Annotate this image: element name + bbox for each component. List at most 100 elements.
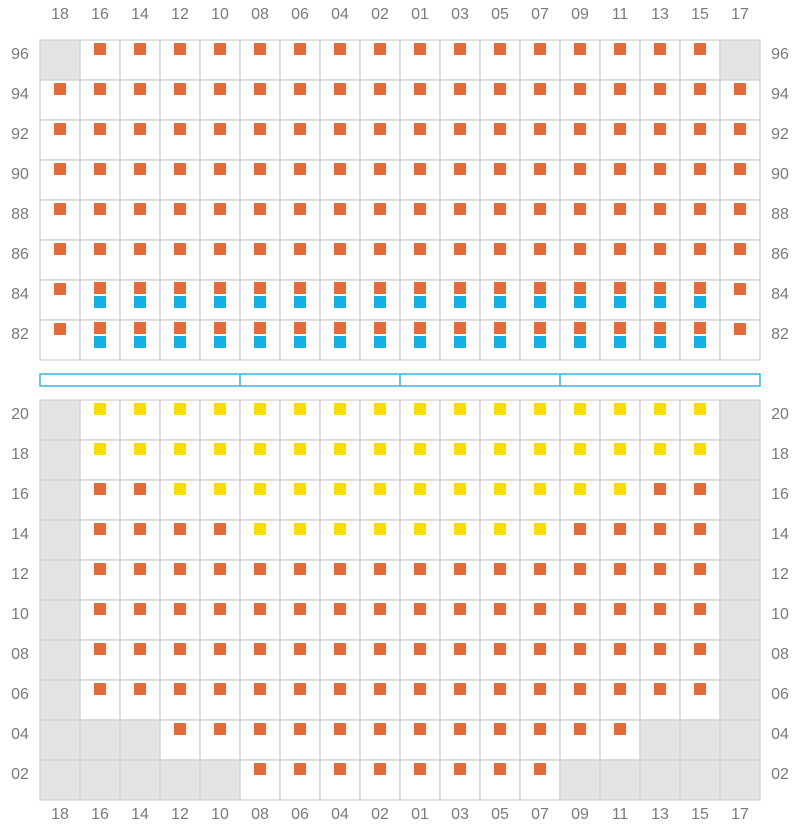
seat-marker (254, 83, 266, 95)
seat-marker (614, 603, 626, 615)
seat-marker (454, 282, 466, 294)
seat-marker (694, 203, 706, 215)
seat-marker (534, 296, 546, 308)
seat-marker (334, 83, 346, 95)
seat-marker (374, 296, 386, 308)
column-label: 03 (451, 6, 469, 23)
seat-marker (414, 723, 426, 735)
column-label: 06 (291, 806, 309, 823)
seat-marker (374, 443, 386, 455)
seat-marker (94, 523, 106, 535)
seat-marker (574, 523, 586, 535)
row-label: 12 (11, 566, 29, 583)
column-label: 01 (411, 6, 429, 23)
seat-marker (534, 443, 546, 455)
seat-marker (454, 243, 466, 255)
seat-marker (254, 243, 266, 255)
seat-marker (614, 523, 626, 535)
seat-cell (39, 599, 81, 641)
seat-marker (94, 443, 106, 455)
column-label: 15 (691, 806, 709, 823)
seat-cell[interactable] (479, 479, 521, 521)
seat-marker (614, 723, 626, 735)
seat-marker (294, 403, 306, 415)
seat-marker (294, 763, 306, 775)
seat-cell[interactable] (639, 679, 681, 721)
seat-marker (414, 563, 426, 575)
seat-marker (414, 603, 426, 615)
seat-marker (174, 203, 186, 215)
seat-marker (734, 323, 746, 335)
seat-marker (414, 43, 426, 55)
seat-marker (374, 123, 386, 135)
seat-cell[interactable] (599, 639, 641, 681)
seat-marker (734, 123, 746, 135)
seat-marker (294, 723, 306, 735)
row-label: 10 (771, 606, 789, 623)
column-label: 08 (251, 6, 269, 23)
seat-cell[interactable] (199, 239, 241, 281)
seat-marker (334, 282, 346, 294)
column-label: 07 (531, 6, 549, 23)
seat-cell[interactable] (119, 479, 161, 521)
seat-cell[interactable] (399, 159, 441, 201)
seat-marker (574, 203, 586, 215)
seat-marker (654, 123, 666, 135)
seat-marker (494, 163, 506, 175)
seat-cell (679, 759, 721, 801)
seat-marker (54, 83, 66, 95)
seat-marker (374, 43, 386, 55)
seat-marker (214, 43, 226, 55)
seat-marker (334, 203, 346, 215)
seat-marker (574, 563, 586, 575)
seat-marker (214, 123, 226, 135)
seat-cell[interactable] (319, 79, 361, 121)
seat-cell[interactable] (679, 559, 721, 601)
seat-marker (94, 322, 106, 334)
seat-cell (719, 639, 761, 681)
seat-marker (414, 763, 426, 775)
seat-marker (134, 523, 146, 535)
row-label: 88 (771, 206, 789, 223)
seat-marker (654, 403, 666, 415)
seat-marker (294, 282, 306, 294)
seat-marker (254, 523, 266, 535)
seat-cell[interactable] (519, 679, 561, 721)
seat-marker (214, 163, 226, 175)
seat-marker (94, 83, 106, 95)
seat-cell (39, 719, 81, 761)
seat-cell (719, 719, 761, 761)
seat-marker (494, 43, 506, 55)
seat-marker (654, 243, 666, 255)
seat-marker (94, 683, 106, 695)
seat-marker (334, 443, 346, 455)
seat-cell[interactable] (159, 439, 201, 481)
seat-marker (614, 683, 626, 695)
seat-marker (54, 123, 66, 135)
seat-cell[interactable] (39, 319, 81, 361)
seat-cell[interactable] (479, 599, 521, 641)
divider-bar (39, 373, 761, 387)
seat-marker (254, 683, 266, 695)
seat-marker (454, 483, 466, 495)
seat-marker (414, 163, 426, 175)
seat-cell (39, 679, 81, 721)
seat-marker (54, 283, 66, 295)
seat-marker (214, 282, 226, 294)
seat-cell (119, 719, 161, 761)
seat-cell[interactable] (479, 439, 521, 481)
seat-marker (574, 443, 586, 455)
seat-marker (694, 163, 706, 175)
seat-marker (654, 336, 666, 348)
seat-marker (254, 483, 266, 495)
seat-marker (294, 523, 306, 535)
seat-marker (534, 243, 546, 255)
seat-marker (134, 123, 146, 135)
seat-marker (214, 643, 226, 655)
seat-marker (454, 443, 466, 455)
seat-marker (254, 643, 266, 655)
seat-marker (214, 203, 226, 215)
seat-marker (414, 203, 426, 215)
seat-marker (254, 403, 266, 415)
seat-marker (94, 163, 106, 175)
